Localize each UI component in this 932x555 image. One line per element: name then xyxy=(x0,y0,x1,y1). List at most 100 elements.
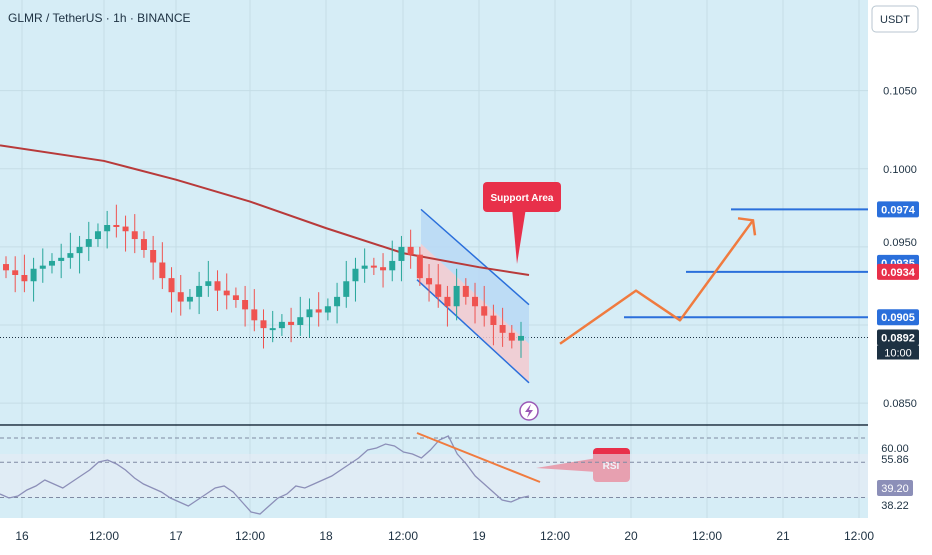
rsi-tick-label: 38.22 xyxy=(881,500,909,512)
candle-body xyxy=(361,265,368,269)
rsi-current-label: 39.20 xyxy=(881,483,909,495)
rsi-tick-label: 55.86 xyxy=(881,454,909,466)
time-tick-label: 12:00 xyxy=(844,529,874,543)
currency-button-box[interactable] xyxy=(871,5,919,33)
price-tick-label: 0.1000 xyxy=(883,164,917,176)
candle-body xyxy=(315,309,322,313)
candle-body xyxy=(472,296,479,307)
time-tick-label: 19 xyxy=(472,529,486,543)
candle-body xyxy=(94,231,101,240)
candle-body xyxy=(242,300,249,310)
time-tick-label: 12:00 xyxy=(235,529,265,543)
price-label-text: 0.0974 xyxy=(881,204,916,216)
support-area-pointer xyxy=(512,208,526,264)
candle-body xyxy=(444,296,451,307)
rsi-current-box xyxy=(877,480,913,496)
candle-body xyxy=(67,253,74,258)
candle-body xyxy=(122,226,129,232)
candle-body xyxy=(177,292,184,302)
candle-body xyxy=(232,295,239,300)
rsi-line xyxy=(0,435,530,515)
candle-body xyxy=(104,225,111,232)
candle-body xyxy=(140,239,147,250)
support-area-callout xyxy=(483,182,561,212)
time-tick-label: 21 xyxy=(776,529,790,543)
candle-body xyxy=(352,268,359,282)
moving-average xyxy=(0,144,530,276)
candles xyxy=(3,204,524,358)
candle-body xyxy=(48,260,55,266)
countdown-box xyxy=(877,345,919,360)
time-tick-label: 12:00 xyxy=(540,529,570,543)
candle-body xyxy=(416,254,423,279)
candle-body xyxy=(306,309,313,318)
candle-body xyxy=(278,321,285,329)
rsi-indicator xyxy=(0,432,868,515)
candle-body xyxy=(196,285,203,297)
candle-body xyxy=(58,257,65,261)
candle-body xyxy=(39,265,46,269)
price-label-text: 0.0934 xyxy=(881,267,916,279)
time-tick-label: 12:00 xyxy=(89,529,119,543)
candle-body xyxy=(435,284,442,297)
candle-body xyxy=(150,250,157,263)
time-tick-label: 12:00 xyxy=(692,529,722,543)
candle-body xyxy=(85,239,92,247)
candle-body xyxy=(12,270,19,275)
candle-body xyxy=(508,332,515,341)
time-tick-label: 12:00 xyxy=(388,529,418,543)
candle-body xyxy=(462,285,469,297)
candle-body xyxy=(3,264,9,271)
candle-body xyxy=(21,275,28,282)
rsi-band xyxy=(0,454,868,498)
projection-path xyxy=(559,219,755,345)
candle-body xyxy=(30,268,37,282)
price-label-box xyxy=(877,201,919,218)
candle-body xyxy=(407,246,414,255)
time-tick-label: 20 xyxy=(624,529,638,543)
currency-button[interactable]: USDT xyxy=(880,14,910,26)
time-tick-label: 17 xyxy=(169,529,183,543)
candle-body xyxy=(499,325,506,333)
candle-body xyxy=(168,278,175,293)
time-tick-label: 18 xyxy=(319,529,333,543)
ma-line xyxy=(0,144,530,276)
candle-body xyxy=(490,315,497,325)
price-pane-background xyxy=(0,0,868,425)
price-label-text: 0.0905 xyxy=(881,312,915,324)
candle-body xyxy=(251,309,258,321)
candle-body xyxy=(398,246,405,261)
time-axis[interactable]: 16 12:00 17 12:00 18 12:00 19 12:00 20 12:00 21 12:… xyxy=(0,518,932,550)
channel-upper-zone xyxy=(421,209,529,344)
candle-body xyxy=(214,281,221,291)
candle-body xyxy=(426,278,433,285)
price-axis[interactable]: 0.10500.10000.08500.09500.09740.09350.09… xyxy=(868,0,932,518)
rsi-divergence-line xyxy=(416,432,541,483)
channel-lower-zone xyxy=(417,243,529,383)
candle-body xyxy=(380,267,387,271)
price-label-box xyxy=(877,309,919,326)
candle-body xyxy=(76,246,83,254)
candle-body xyxy=(223,290,230,296)
candle-body xyxy=(453,285,460,307)
candle-body xyxy=(297,317,304,325)
price-label-box xyxy=(877,263,919,280)
projection-arrowhead xyxy=(737,217,757,236)
price-label-box xyxy=(877,329,919,346)
candle-body xyxy=(481,306,488,316)
time-tick-label: 16 xyxy=(15,529,29,543)
candle-body xyxy=(518,335,524,341)
price-label-text: 0.0892 xyxy=(881,333,915,345)
candle-body xyxy=(343,281,350,297)
time-axis-background xyxy=(0,518,932,550)
price-tick-label: 0.0850 xyxy=(883,398,917,410)
candle-body xyxy=(370,265,377,268)
rsi-tick-label: 60.00 xyxy=(881,443,909,455)
candle-body xyxy=(113,225,120,227)
support-area-label: Support Area xyxy=(491,193,554,204)
price-tick-label: 0.1050 xyxy=(883,86,917,98)
candle-body xyxy=(260,320,267,329)
candle-body xyxy=(186,296,193,302)
